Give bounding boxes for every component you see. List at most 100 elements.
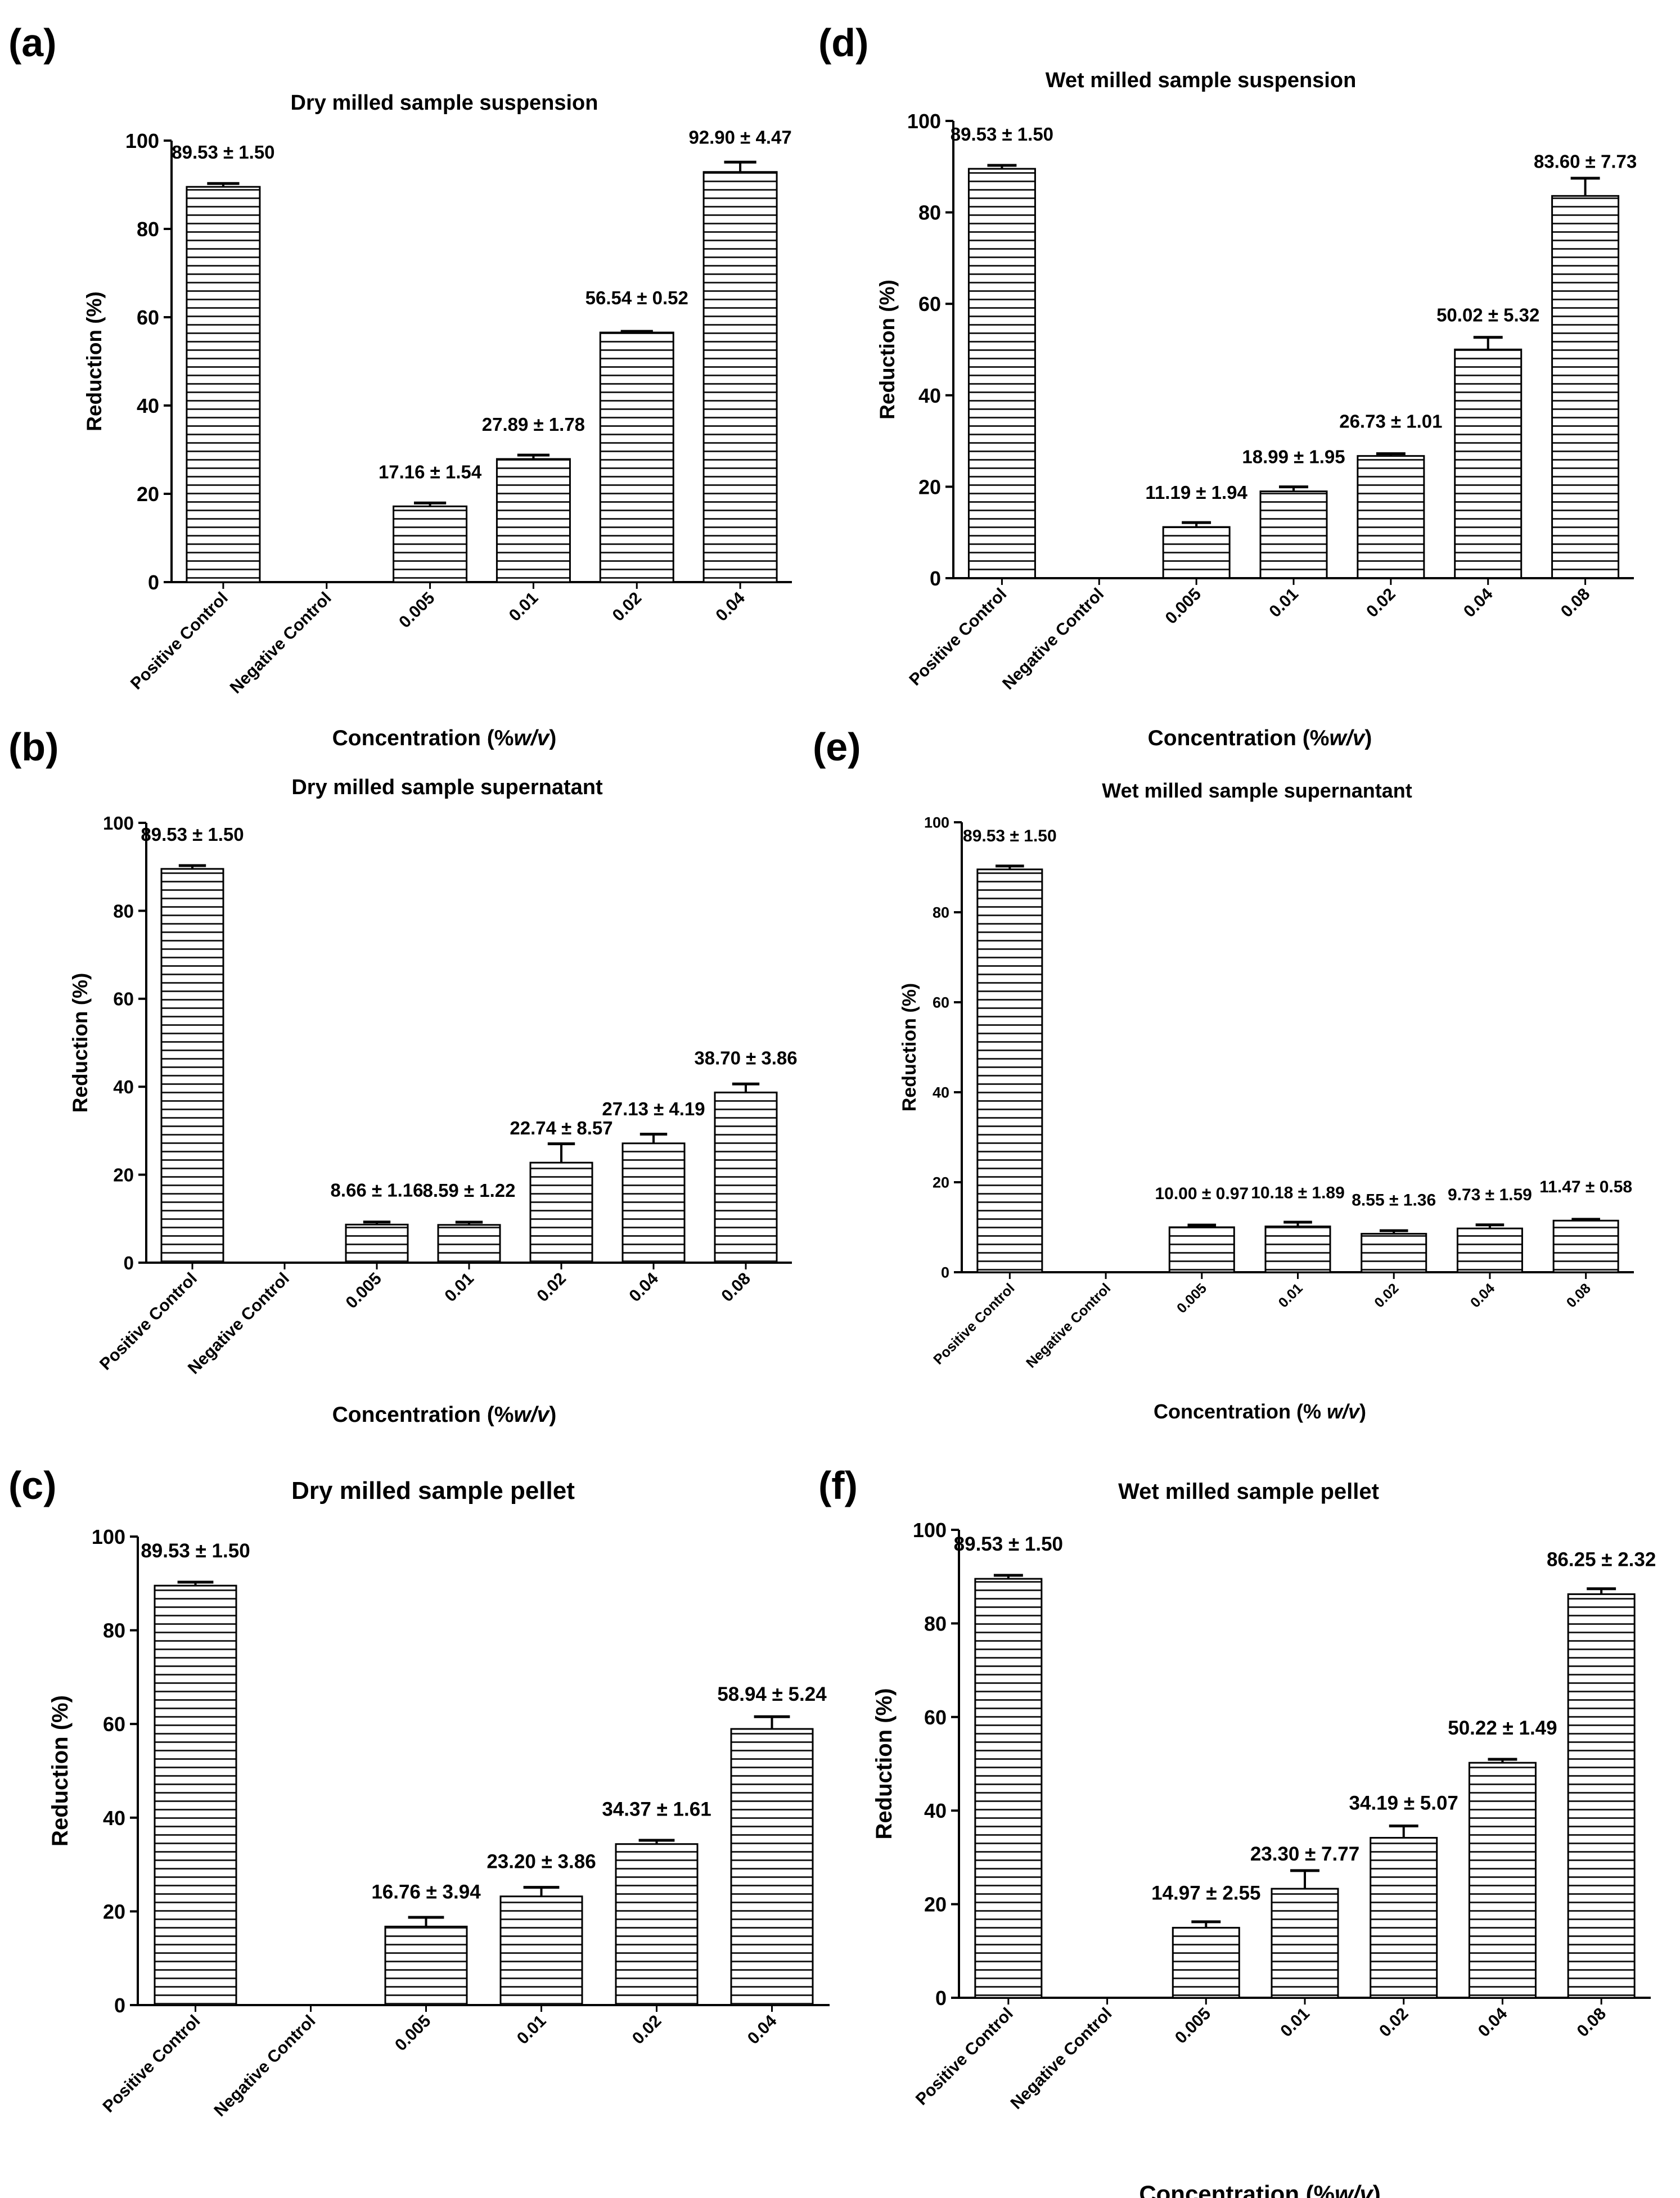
bar <box>967 168 1036 579</box>
x-axis-label-part: ) <box>549 1403 556 1427</box>
data-label: 56.54 ± 0.52 <box>585 287 688 308</box>
x-axis-label-part: w/v <box>514 1403 550 1427</box>
bar <box>154 1584 237 2006</box>
bar <box>1357 455 1425 579</box>
y-tick-label: 40 <box>918 384 941 407</box>
chart-title: Wet milled sample suspension <box>1046 69 1357 92</box>
data-label: 10.18 ± 1.89 <box>1251 1184 1345 1202</box>
x-tick-label: 0.04 <box>1460 584 1497 621</box>
bar <box>1456 1227 1523 1273</box>
x-axis-label-part: ) <box>1359 1400 1366 1423</box>
x-tick-label: Positive Control <box>930 1280 1017 1367</box>
data-label: 8.66 ± 1.16 <box>331 1179 424 1200</box>
x-axis-label-part: ) <box>549 726 556 750</box>
x-tick-label: Positive Control <box>99 2012 204 2116</box>
data-label: 10.00 ± 0.97 <box>1155 1184 1249 1203</box>
panel-letter: (b) <box>8 725 58 769</box>
x-axis-label-part: w/v <box>1327 1400 1361 1423</box>
y-tick-label: 40 <box>103 1807 125 1830</box>
x-axis-label-part: ) <box>557 2195 565 2198</box>
data-label: 89.53 ± 1.50 <box>951 124 1053 145</box>
bar <box>529 1161 593 1264</box>
x-tick-label: 0.08 <box>1557 585 1594 621</box>
data-label: 89.53 ± 1.50 <box>963 827 1057 845</box>
y-tick-label: 80 <box>137 218 159 241</box>
y-tick-label: 80 <box>933 904 949 921</box>
y-tick-label: 100 <box>913 1519 947 1542</box>
y-tick-label: 20 <box>924 1893 947 1916</box>
data-label: 27.89 ± 1.78 <box>482 414 585 435</box>
data-label: 89.53 ± 1.50 <box>172 142 274 163</box>
x-tick-label: 0.01 <box>514 2012 550 2048</box>
y-tick-label: 0 <box>124 1253 134 1273</box>
data-label: 34.37 ± 1.61 <box>602 1799 711 1821</box>
y-axis-label: Reduction (%) <box>48 1695 73 1846</box>
x-axis-label-part: Concentration (% <box>323 2195 519 2198</box>
x-axis-label: Concentration (%w/v) <box>323 2195 565 2198</box>
x-axis-label: Concentration (%w/v) <box>332 1403 557 1427</box>
x-axis-label: Concentration (% w/v) <box>1154 1400 1366 1423</box>
x-tick-label: 0.08 <box>1564 1280 1594 1310</box>
y-axis-label: Reduction (%) <box>69 973 92 1113</box>
x-tick-label: 0.04 <box>744 2011 781 2048</box>
data-label: 34.19 ± 5.07 <box>1349 1792 1458 1814</box>
x-tick-label: 0.02 <box>1376 2005 1412 2041</box>
data-label: 22.74 ± 8.57 <box>510 1118 612 1138</box>
x-tick-label: 0.005 <box>1174 1280 1210 1316</box>
panel-letter: (c) <box>8 1463 57 1507</box>
bar <box>1162 526 1231 579</box>
bar <box>714 1091 778 1264</box>
bar <box>160 868 224 1264</box>
x-tick-label: 0.01 <box>1277 2005 1313 2041</box>
y-tick-label: 80 <box>924 1612 947 1635</box>
y-tick-label: 60 <box>113 989 134 1010</box>
bar <box>974 1578 1043 1999</box>
data-label: 11.19 ± 1.94 <box>1145 482 1247 503</box>
y-axis-label: Reduction (%) <box>899 983 920 1112</box>
y-tick-label: 40 <box>924 1799 947 1822</box>
x-tick-label: 0.005 <box>391 2012 434 2055</box>
y-tick-label: 20 <box>113 1164 134 1185</box>
bar <box>599 331 674 583</box>
x-tick-label: 0.01 <box>1265 585 1302 621</box>
data-label: 8.59 ± 1.22 <box>423 1180 516 1201</box>
chart-title: Dry milled sample pellet <box>291 1477 575 1505</box>
x-tick-label: Negative Control <box>999 585 1107 693</box>
x-axis-label-part: Concentration (% <box>332 726 514 750</box>
bar <box>1168 1226 1235 1273</box>
x-axis-label-part: ) <box>1373 2181 1381 2198</box>
x-axis-label: Concentration (%w/v) <box>1148 726 1372 750</box>
x-tick-label: Negative Control <box>184 1269 293 1378</box>
chart-panel-c: (c) Dry milled sample pellet 0 20 40 60 80 100 R… <box>8 1463 830 2198</box>
chart-title: Wet milled sample supernantant <box>1102 779 1412 802</box>
bar <box>621 1142 686 1264</box>
x-tick-label: 0.04 <box>625 1269 662 1305</box>
data-label: 58.94 ± 5.24 <box>717 1683 827 1705</box>
chart-panel-b: (b) Dry milled sample supernatant 0 20 40 60 8… <box>8 725 798 1427</box>
x-axis-label-part: Concentration (% <box>332 1403 514 1427</box>
x-axis-label-part: Concentration (% <box>1154 1400 1327 1423</box>
x-tick-label: 0.005 <box>343 1269 385 1312</box>
x-tick-label: 0.02 <box>1371 1280 1402 1310</box>
bar <box>702 171 778 583</box>
bar <box>186 186 261 583</box>
panel-letter: (a) <box>8 21 57 65</box>
y-tick-label: 0 <box>941 1264 949 1281</box>
bar <box>1264 1226 1331 1273</box>
x-tick-label: Negative Control <box>210 2012 319 2120</box>
x-tick-label: Positive Control <box>912 2005 1017 2109</box>
x-tick-label: 0.04 <box>1475 2004 1511 2041</box>
y-tick-label: 60 <box>918 292 941 316</box>
data-label: 26.73 ± 1.01 <box>1339 411 1442 432</box>
y-tick-label: 0 <box>935 1987 947 2010</box>
chart-title: Wet milled sample pellet <box>1118 1479 1379 1504</box>
panel-letter: (e) <box>813 725 861 769</box>
bar <box>976 868 1043 1273</box>
bar <box>393 505 468 583</box>
y-axis-label: Reduction (%) <box>872 1688 897 1840</box>
x-tick-label: Negative Control <box>1007 2005 1115 2113</box>
bar <box>1567 1593 1636 1999</box>
x-axis-label-part: Concentration (% <box>1148 726 1330 750</box>
y-tick-label: 80 <box>103 1619 125 1642</box>
panel-letter: (f) <box>818 1463 858 1507</box>
